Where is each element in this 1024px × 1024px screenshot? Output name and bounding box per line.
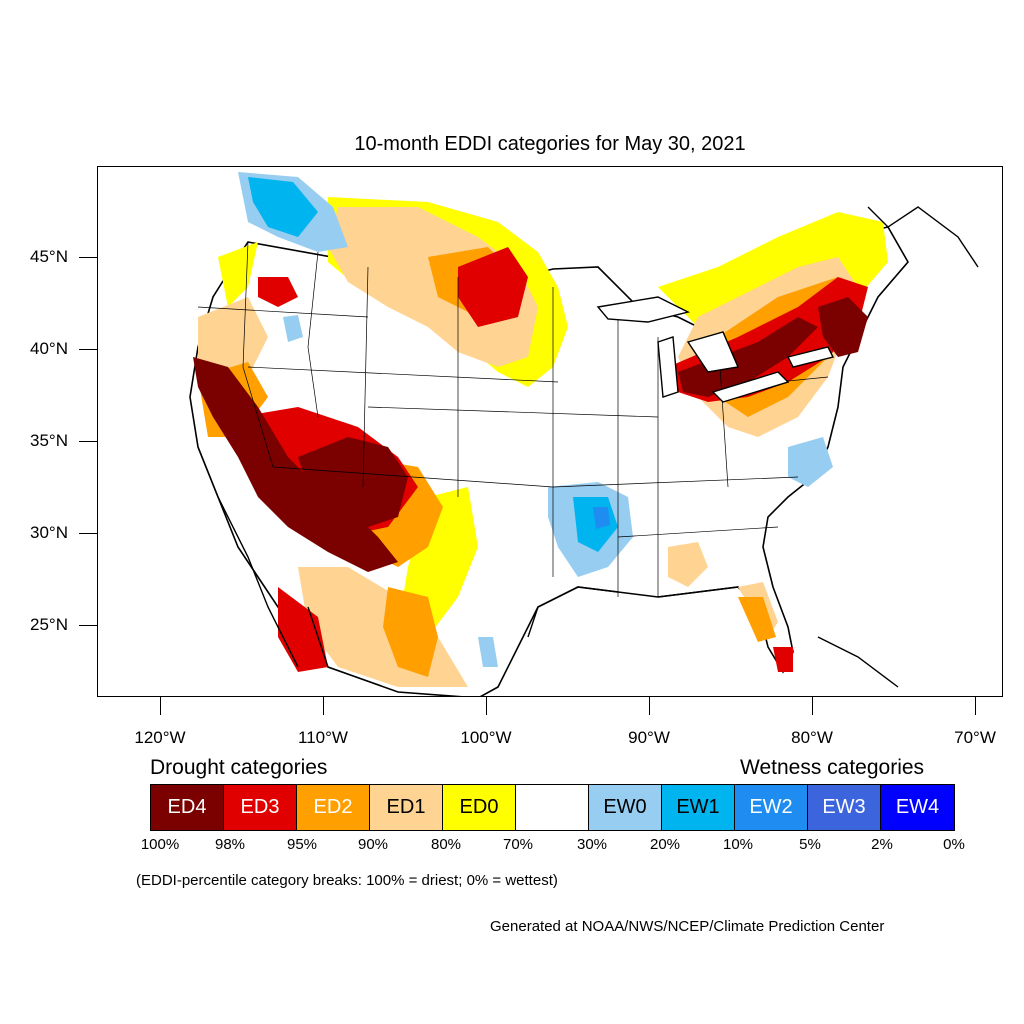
legend-swatch-ed4: ED4 xyxy=(151,785,224,830)
legend-swatch-ew4: EW4 xyxy=(881,785,954,830)
percent-break: 2% xyxy=(871,836,893,853)
legend-swatch-ew2: EW2 xyxy=(735,785,808,830)
ed4-regions xyxy=(193,297,868,572)
legend-swatch-ew1: EW1 xyxy=(662,785,735,830)
percent-break: 10% xyxy=(722,836,754,853)
percent-break: 98% xyxy=(214,836,246,853)
percent-break: 5% xyxy=(799,836,821,853)
lat-tick xyxy=(79,533,97,534)
lon-tick xyxy=(160,697,161,715)
ew-regions xyxy=(238,172,833,667)
lon-label: 110°W xyxy=(298,728,348,747)
percent-break: 95% xyxy=(286,836,318,853)
legend-swatch-ed3: ED3 xyxy=(224,785,297,830)
lon-tick xyxy=(649,697,650,715)
wetness-heading: Wetness categories xyxy=(740,756,925,779)
legend-swatch-ed0: ED0 xyxy=(443,785,516,830)
credit-line: Generated at NOAA/NWS/NCEP/Climate Predi… xyxy=(490,918,885,935)
legend-swatch-ed1: ED1 xyxy=(370,785,443,830)
lon-label: 70°W xyxy=(954,728,996,747)
lat-label: 35°N xyxy=(30,431,68,450)
lon-tick xyxy=(323,697,324,715)
legend-swatch-normal xyxy=(516,785,589,830)
lat-label: 25°N xyxy=(30,615,68,634)
percent-break: 100% xyxy=(140,836,180,853)
category-note: (EDDI-percentile category breaks: 100% =… xyxy=(136,872,558,889)
lon-tick xyxy=(812,697,813,715)
percent-break: 90% xyxy=(357,836,389,853)
lat-label: 40°N xyxy=(30,339,68,358)
lat-label: 45°N xyxy=(30,247,68,266)
map-title: 10-month EDDI categories for May 30, 202… xyxy=(354,133,746,155)
lat-label: 30°N xyxy=(30,523,68,542)
conus-eddi-map xyxy=(189,172,979,696)
percent-break: 20% xyxy=(649,836,681,853)
drought-heading: Drought categories xyxy=(150,756,328,779)
legend-swatch-ew0: EW0 xyxy=(589,785,662,830)
percent-break: 30% xyxy=(576,836,608,853)
percent-break: 80% xyxy=(430,836,462,853)
great-lakes xyxy=(596,296,835,403)
lon-label: 120°W xyxy=(134,728,186,747)
lat-tick xyxy=(79,349,97,350)
legend-swatch-ew3: EW3 xyxy=(808,785,881,830)
neighbor-coastlines xyxy=(197,206,979,688)
map-frame xyxy=(97,166,1003,697)
lat-tick xyxy=(79,625,97,626)
lon-tick xyxy=(486,697,487,715)
lon-tick xyxy=(975,697,976,715)
lon-label: 100°W xyxy=(460,728,512,747)
lat-tick xyxy=(79,441,97,442)
percent-break: 0% xyxy=(943,836,965,853)
lon-label: 80°W xyxy=(791,728,833,747)
lon-label: 90°W xyxy=(628,728,670,747)
lat-tick xyxy=(79,257,97,258)
percent-break: 70% xyxy=(502,836,534,853)
category-legend: ED4 ED3 ED2 ED1 ED0 EW0 EW1 EW2 EW3 EW4 xyxy=(150,784,955,831)
legend-swatch-ed2: ED2 xyxy=(297,785,370,830)
state-boundaries xyxy=(197,241,829,597)
